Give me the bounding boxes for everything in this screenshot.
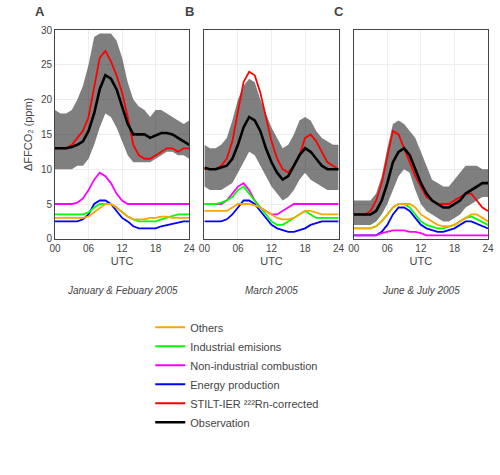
svg-text:June & July 2005: June & July 2005 xyxy=(382,285,460,296)
svg-text:06: 06 xyxy=(83,243,95,254)
svg-text:STILT-IER ²²²Rn-corrected: STILT-IER ²²²Rn-corrected xyxy=(190,398,318,410)
svg-text:25: 25 xyxy=(41,59,53,70)
svg-text:06: 06 xyxy=(232,243,244,254)
svg-text:12: 12 xyxy=(415,243,427,254)
svg-text:UTC: UTC xyxy=(111,255,134,267)
svg-text:18: 18 xyxy=(150,243,162,254)
svg-text:10: 10 xyxy=(41,164,53,175)
svg-text:12: 12 xyxy=(266,243,278,254)
svg-text:UTC: UTC xyxy=(410,255,433,267)
svg-text:24: 24 xyxy=(482,243,494,254)
svg-text:Energy production: Energy production xyxy=(190,379,279,391)
svg-text:Non-industrial combustion: Non-industrial combustion xyxy=(190,360,317,372)
svg-text:24: 24 xyxy=(184,243,196,254)
svg-text:B: B xyxy=(185,4,194,19)
svg-text:12: 12 xyxy=(117,243,129,254)
svg-text:Observation: Observation xyxy=(190,417,249,429)
svg-text:Others: Others xyxy=(190,322,224,334)
svg-text:00: 00 xyxy=(49,243,61,254)
svg-text:18: 18 xyxy=(449,243,461,254)
svg-text:5: 5 xyxy=(46,199,52,210)
svg-text:00: 00 xyxy=(348,243,360,254)
svg-text:A: A xyxy=(35,4,45,19)
svg-text:06: 06 xyxy=(382,243,394,254)
svg-text:20: 20 xyxy=(41,94,53,105)
svg-text:Industrial emisions: Industrial emisions xyxy=(190,341,282,353)
svg-text:15: 15 xyxy=(41,129,53,140)
svg-text:30: 30 xyxy=(41,25,53,36)
svg-text:January & Febuary 2005: January & Febuary 2005 xyxy=(67,285,178,296)
svg-text:C: C xyxy=(334,4,344,19)
svg-text:ΔFFCO₂ (ppm): ΔFFCO₂ (ppm) xyxy=(22,98,34,171)
svg-text:00: 00 xyxy=(199,243,211,254)
svg-text:0: 0 xyxy=(46,233,52,244)
svg-text:March 2005: March 2005 xyxy=(245,285,298,296)
svg-text:24: 24 xyxy=(333,243,345,254)
svg-text:18: 18 xyxy=(299,243,311,254)
svg-text:UTC: UTC xyxy=(260,255,283,267)
